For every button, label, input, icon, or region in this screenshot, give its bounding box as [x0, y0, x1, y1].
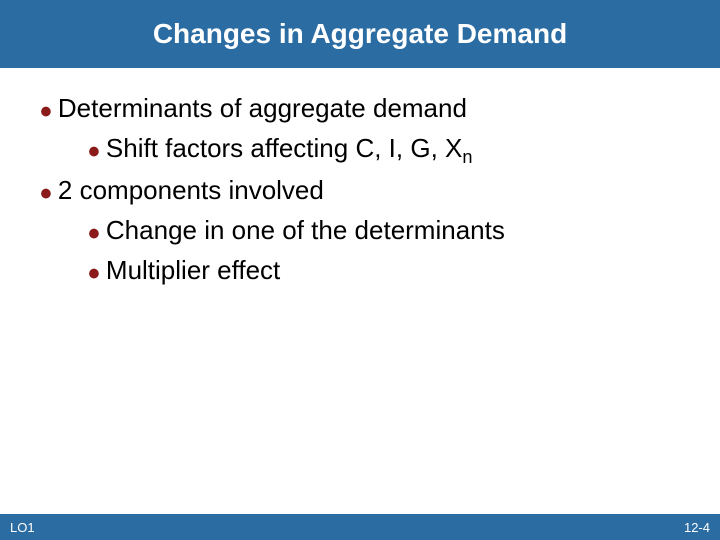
- bullet-text: Change in one of the determinants: [106, 215, 505, 245]
- bullet-text: 2 components involved: [58, 175, 324, 205]
- subscript: n: [462, 147, 472, 167]
- bullet-icon: •: [88, 215, 100, 253]
- bullet-icon: •: [40, 175, 52, 213]
- bullet-icon: •: [40, 93, 52, 131]
- content-area: •Determinants of aggregate demand •Shift…: [0, 68, 720, 289]
- bullet-level2: •Change in one of the determinants: [40, 212, 680, 250]
- learning-objective-label: LO1: [10, 520, 35, 535]
- bullet-level2: •Shift factors affecting C, I, G, Xn: [40, 130, 680, 171]
- title-bar: Changes in Aggregate Demand: [0, 0, 720, 68]
- bullet-level2: •Multiplier effect: [40, 252, 680, 290]
- footer-bar: LO1 12-4: [0, 514, 720, 540]
- page-number: 12-4: [684, 520, 710, 535]
- bullet-icon: •: [88, 133, 100, 171]
- bullet-text: Multiplier effect: [106, 255, 280, 285]
- bullet-level1: •Determinants of aggregate demand: [40, 90, 680, 128]
- bullet-text: Shift factors affecting C, I, G, X: [106, 133, 462, 163]
- slide-title: Changes in Aggregate Demand: [153, 18, 567, 50]
- bullet-level1: •2 components involved: [40, 172, 680, 210]
- bullet-text: Determinants of aggregate demand: [58, 93, 467, 123]
- bullet-icon: •: [88, 255, 100, 293]
